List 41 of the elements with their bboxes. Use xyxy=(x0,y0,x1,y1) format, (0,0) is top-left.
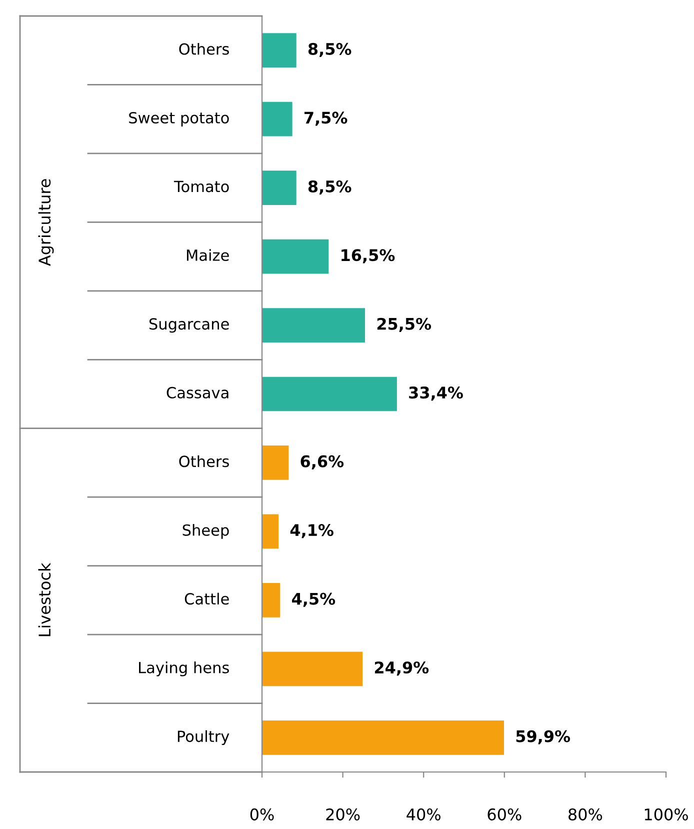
data-label: 8,5% xyxy=(308,180,352,194)
x-tick-label: 40% xyxy=(406,808,440,820)
data-label: 33,4% xyxy=(409,386,463,401)
bar xyxy=(262,33,296,68)
y-tick-label: Laying hens xyxy=(139,662,229,676)
data-label: 6,6% xyxy=(300,455,344,470)
x-tick-label: 0% xyxy=(250,808,274,820)
data-label: 24,9% xyxy=(374,661,429,676)
bar xyxy=(262,170,296,205)
y-tick-label: Poultry xyxy=(178,730,230,746)
y-tick-label: Sugarcane xyxy=(149,318,229,333)
x-tick-label: 100% xyxy=(644,808,688,820)
bar xyxy=(262,583,280,618)
data-label: 16,5% xyxy=(342,249,395,264)
y-tick-label: Others xyxy=(179,42,229,55)
data-label: 25,5% xyxy=(377,318,432,332)
bar xyxy=(262,652,363,686)
data-label: 4,1% xyxy=(290,524,334,538)
y-tick-label: Sheep xyxy=(182,524,229,539)
bar xyxy=(262,102,292,136)
y-tick-label: Sweet potato xyxy=(129,112,229,126)
y-tick-label: Tomato xyxy=(174,180,229,192)
text: Agriculture xyxy=(38,179,54,266)
y-tick-label: Others xyxy=(179,455,229,468)
x-tick-label: 80% xyxy=(568,808,602,820)
y-tick-label: Cassava xyxy=(166,386,228,398)
bar xyxy=(262,514,279,549)
data-label: 4,5% xyxy=(292,592,336,607)
bar xyxy=(262,446,289,480)
data-label: 7,5% xyxy=(304,112,348,126)
bar xyxy=(262,720,504,755)
bar xyxy=(262,376,397,412)
x-tick-label: 60% xyxy=(488,808,522,820)
data-label: 8,5% xyxy=(308,42,352,58)
text: Livestock xyxy=(38,562,51,636)
bar xyxy=(262,239,329,274)
y-tick-label: Maize xyxy=(186,249,229,261)
data-label: 59,9% xyxy=(516,730,570,744)
y-tick-label: Cattle xyxy=(184,592,229,605)
bar xyxy=(262,308,366,342)
x-tick-label: 20% xyxy=(326,808,360,820)
